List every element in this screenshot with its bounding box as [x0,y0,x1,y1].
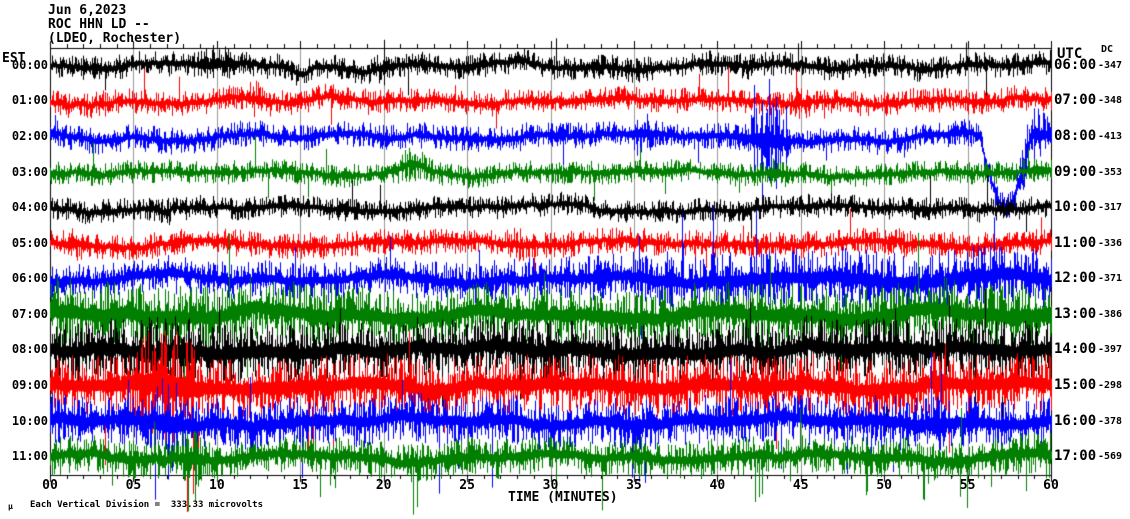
x-axis-title: TIME (MINUTES) [508,490,618,505]
row-label-utc-15:00: 15:00 [1054,377,1097,393]
row-label-dc-07:00: -348 [1098,95,1123,106]
left-axis-title-est: EST [2,51,26,66]
row-label-est-08:00: 08:00 [11,342,48,356]
row-label-utc-09:00: 09:00 [1054,164,1097,180]
row-label-dc-06:00: -347 [1098,60,1123,71]
header-date: Jun 6,2023 [48,3,127,18]
row-label-utc-06:00: 06:00 [1054,57,1097,73]
microvolt-marker: µ [8,502,13,511]
x-tick-label-10: 10 [209,478,225,493]
right-axis-title-dc: DC [1101,44,1114,55]
row-label-dc-13:00: -386 [1098,309,1123,320]
row-label-est-09:00: 09:00 [11,378,48,392]
row-label-utc-12:00: 12:00 [1054,270,1097,286]
row-label-est-10:00: 10:00 [11,414,48,428]
x-tick-label-20: 20 [375,478,392,493]
row-label-utc-17:00: 17:00 [1054,448,1097,464]
x-tick-label-55: 55 [959,478,976,493]
row-label-dc-12:00: -371 [1098,273,1123,284]
row-label-est-04:00: 04:00 [11,200,48,214]
row-label-dc-17:00: -569 [1098,451,1123,462]
row-label-utc-07:00: 07:00 [1054,92,1097,108]
row-label-est-01:00: 01:00 [11,93,48,107]
row-label-dc-11:00: -336 [1098,238,1123,249]
row-label-utc-14:00: 14:00 [1054,341,1097,357]
x-tick-label-40: 40 [709,478,726,493]
row-label-dc-15:00: -298 [1098,380,1123,391]
x-tick-label-25: 25 [459,478,475,493]
row-label-utc-13:00: 13:00 [1054,306,1097,322]
row-label-dc-16:00: -378 [1098,416,1123,427]
x-tick-label-45: 45 [792,478,809,493]
x-tick-label-00: 00 [42,478,58,493]
x-tick-label-60: 60 [1043,478,1059,493]
scale-note: Each Vertical Division = 333.33 microvol… [30,500,263,510]
row-label-dc-08:00: -413 [1098,131,1123,142]
x-tick-label-05: 05 [125,478,142,493]
x-tick-label-30: 30 [542,478,559,493]
row-label-est-06:00: 06:00 [11,271,48,285]
row-label-est-02:00: 02:00 [11,129,48,143]
row-label-utc-16:00: 16:00 [1054,413,1097,429]
right-axis-title-utc: UTC [1057,46,1083,62]
row-label-utc-11:00: 11:00 [1054,235,1097,251]
row-label-utc-10:00: 10:00 [1054,199,1097,215]
row-label-est-07:00: 07:00 [11,307,48,321]
header-location: (LDEO, Rochester) [48,31,182,46]
x-tick-label-35: 35 [626,478,642,493]
row-label-dc-10:00: -317 [1098,202,1123,213]
row-label-dc-14:00: -397 [1098,344,1123,355]
row-label-est-03:00: 03:00 [11,165,48,179]
row-label-est-11:00: 11:00 [11,449,48,463]
row-label-est-00:00: 00:00 [11,58,48,72]
row-label-dc-09:00: -353 [1098,167,1123,178]
row-label-est-05:00: 05:00 [11,236,48,250]
header-station: ROC HHN LD -- [48,17,150,32]
row-label-utc-08:00: 08:00 [1054,128,1097,144]
x-tick-label-50: 50 [876,478,892,493]
x-tick-label-15: 15 [292,478,309,493]
